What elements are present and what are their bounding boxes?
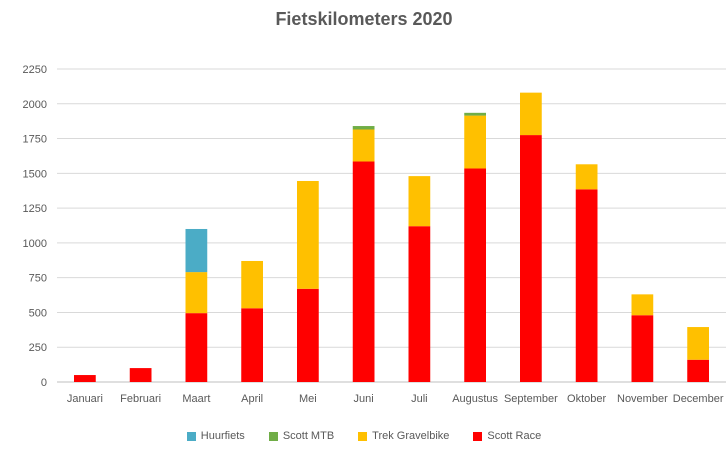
bar-segment-scott-race: [352, 161, 375, 382]
bar-segment-trek-gravelbike: [464, 115, 486, 169]
legend-item: Scott MTB: [268, 430, 335, 442]
y-tick-label: 2000: [23, 99, 47, 111]
bar-segment-scott-race: [575, 189, 598, 382]
bar-segment-scott-race: [74, 375, 96, 382]
legend-swatch: [473, 431, 483, 441]
bar-segment-trek-gravelbike: [297, 180, 319, 289]
stacked-bar-chart: 0 250 500 750 1000 1250 1500 1750 2000 2250 Janua…: [23, 64, 726, 405]
x-tick-label: Maart: [182, 393, 210, 405]
x-tick-label: Oktober: [567, 393, 606, 405]
bar-segment-huurfiets: [185, 228, 208, 273]
legend-label: Huurfiets: [200, 430, 245, 442]
bar-segment-trek-gravelbike: [352, 129, 375, 162]
x-tick-label: Mei: [299, 393, 317, 405]
bar-segment-scott-race: [129, 368, 152, 382]
bar-segment-scott-race: [520, 135, 542, 382]
bar-segment-trek-gravelbike: [687, 327, 709, 360]
bar-segment-scott-mtb: [464, 112, 486, 116]
x-axis-ticks: Januari Februari Maart April Mei Juni Juli Augu…: [67, 393, 724, 405]
legend-label: Scott MTB: [282, 430, 335, 442]
bar-segment-trek-gravelbike: [520, 92, 542, 136]
x-tick-label: April: [241, 393, 263, 405]
y-tick-label: 0: [41, 377, 47, 389]
bar-segment-scott-race: [185, 313, 208, 382]
legend-label: Scott Race: [487, 430, 542, 442]
bar-segment-trek-gravelbike: [408, 176, 431, 227]
x-tick-label: November: [617, 393, 668, 405]
x-tick-label: Juni: [354, 393, 374, 405]
bar-segment-scott-race: [687, 359, 709, 382]
gridlines: [57, 68, 726, 383]
bar-segment-trek-gravelbike: [185, 272, 208, 314]
bar-segment-scott-race: [241, 308, 263, 382]
bar-segment-scott-race: [408, 226, 431, 382]
bar-segment-trek-gravelbike: [631, 294, 654, 316]
x-tick-label: September: [504, 393, 558, 405]
bar-segment-trek-gravelbike: [241, 260, 263, 309]
bar-segment-trek-gravelbike: [575, 164, 598, 190]
chart-title: Fietskilometers 2020: [275, 9, 453, 29]
y-axis-ticks: 0 250 500 750 1000 1250 1500 1750 2000 2250: [23, 64, 47, 389]
legend-swatch: [268, 431, 278, 441]
x-tick-label: Januari: [67, 393, 103, 405]
bar-segment-scott-race: [464, 168, 486, 382]
bar-segment-scott-race: [631, 315, 654, 382]
y-tick-label: 1250: [23, 203, 47, 215]
legend-swatch: [186, 431, 196, 441]
legend-item: Huurfiets: [186, 430, 245, 442]
legend-label: Trek Gravelbike: [372, 430, 450, 442]
x-tick-label: Augustus: [452, 393, 498, 405]
bar-segment-scott-mtb: [352, 126, 375, 130]
y-tick-label: 750: [29, 273, 47, 285]
y-tick-label: 500: [29, 307, 47, 319]
bar-segment-scott-race: [297, 288, 319, 382]
y-tick-label: 2250: [23, 64, 47, 76]
legend-item: Scott Race: [473, 430, 541, 442]
legend-swatch: [358, 431, 368, 441]
x-tick-label: Juli: [411, 393, 428, 405]
x-tick-label: December: [673, 393, 724, 405]
bars: [74, 92, 709, 382]
y-tick-label: 1500: [23, 168, 47, 180]
y-tick-label: 1000: [23, 238, 47, 250]
x-tick-label: Februari: [120, 393, 161, 405]
legend-item: Trek Gravelbike: [358, 430, 449, 442]
y-tick-label: 1750: [23, 134, 47, 146]
legend: Huurfiets Scott MTB Trek Gravelbike Scott R…: [0, 430, 728, 442]
y-tick-label: 250: [29, 342, 47, 354]
